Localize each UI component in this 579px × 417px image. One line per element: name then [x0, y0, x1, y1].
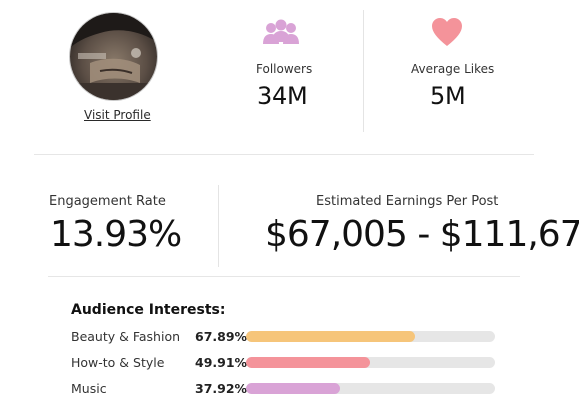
audience-interests-title: Audience Interests: — [71, 302, 226, 318]
earnings-bottom-divider — [48, 276, 520, 277]
engagement-rate-label: Engagement Rate — [49, 194, 166, 209]
interest-percent: 49.91% — [195, 355, 248, 370]
interest-bar-track — [246, 331, 495, 342]
interest-bar-fill — [246, 383, 341, 394]
people-icon — [262, 17, 300, 47]
interest-row: Beauty & Fashion 67.89% — [71, 326, 501, 348]
interest-percent: 37.92% — [195, 381, 248, 396]
earnings-value: $67,005 - $111,675 — [265, 214, 579, 255]
stats-divider — [363, 10, 364, 132]
heart-icon — [431, 17, 463, 47]
engagement-rate-value: 13.93% — [50, 214, 182, 255]
interest-name: Beauty & Fashion — [71, 329, 181, 344]
average-likes-label: Average Likes — [411, 62, 495, 76]
visit-profile-link[interactable]: Visit Profile — [84, 108, 151, 122]
engagement-divider — [218, 185, 219, 267]
followers-label: Followers — [256, 62, 313, 76]
audience-interests-list: Beauty & Fashion 67.89% How-to & Style 49.9… — [71, 326, 501, 406]
interest-bar-track — [246, 357, 495, 368]
interest-bar-track — [246, 383, 495, 394]
interest-bar-fill — [246, 331, 416, 342]
interest-bar-fill — [246, 357, 371, 368]
profile-avatar[interactable] — [69, 12, 158, 101]
interest-row: How-to & Style 49.91% — [71, 352, 501, 374]
interest-row: Music 37.92% — [71, 378, 501, 400]
earnings-label: Estimated Earnings Per Post — [316, 194, 499, 209]
interest-name: Music — [71, 381, 107, 396]
interest-name: How-to & Style — [71, 355, 165, 370]
followers-value: 34M — [257, 82, 308, 110]
section-divider — [34, 154, 534, 155]
avatar-image — [70, 13, 157, 100]
interest-percent: 67.89% — [195, 329, 248, 344]
average-likes-value: 5M — [430, 82, 466, 110]
